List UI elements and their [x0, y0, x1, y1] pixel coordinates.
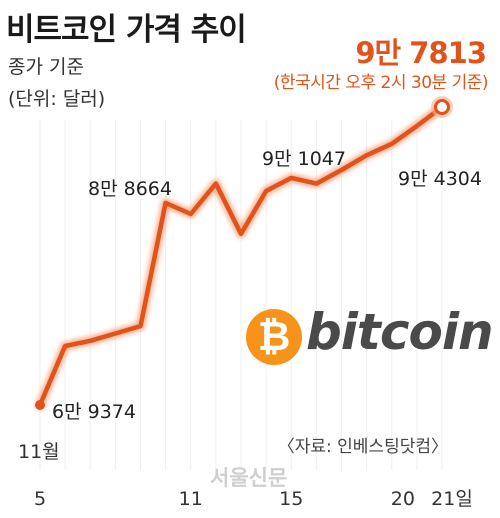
data-label: 9만 1047 [262, 148, 346, 170]
series-line [37, 104, 445, 408]
bitcoin-logo: ₿ bitcoin [246, 303, 494, 371]
data-label: 9만 4304 [398, 168, 482, 190]
source-label: 〈자료: 인베스팅닷컴〉 [277, 437, 448, 457]
bitcoin-wordmark: bitcoin [306, 303, 494, 361]
data-label: 8만 8664 [88, 178, 172, 200]
latest-price-label: 9만 7813 [355, 36, 487, 70]
chart-title: 비트코인 가격 추이 [6, 12, 247, 48]
data-label: 6만 9374 [52, 401, 136, 423]
data-labels: 6만 9374 8만 8664 9만 1047 9만 4304 11월 [18, 148, 482, 463]
x-tick-label: 21일 [431, 488, 473, 510]
publisher-watermark: 서울신문 [210, 466, 288, 490]
x-tick-label: 5 [34, 488, 46, 510]
latest-price-note: (한국시간 오후 2시 30분 기준) [273, 73, 489, 93]
x-axis-ticks: 5 11 15 20 21일 [34, 488, 473, 510]
data-point-start [35, 400, 45, 410]
chart-subtitle-basis: 종가 기준 [8, 56, 84, 78]
bitcoin-coin-icon: ₿ [246, 309, 302, 365]
x-tick-label: 11 [179, 488, 203, 510]
x-tick-label: 20 [391, 488, 415, 510]
price-line [37, 104, 445, 408]
chart-subtitle-unit: (단위: 달러) [8, 88, 106, 110]
data-point-end [434, 99, 450, 115]
x-tick-label: 15 [279, 488, 303, 510]
month-label: 11월 [18, 441, 60, 463]
data-points [35, 96, 453, 410]
